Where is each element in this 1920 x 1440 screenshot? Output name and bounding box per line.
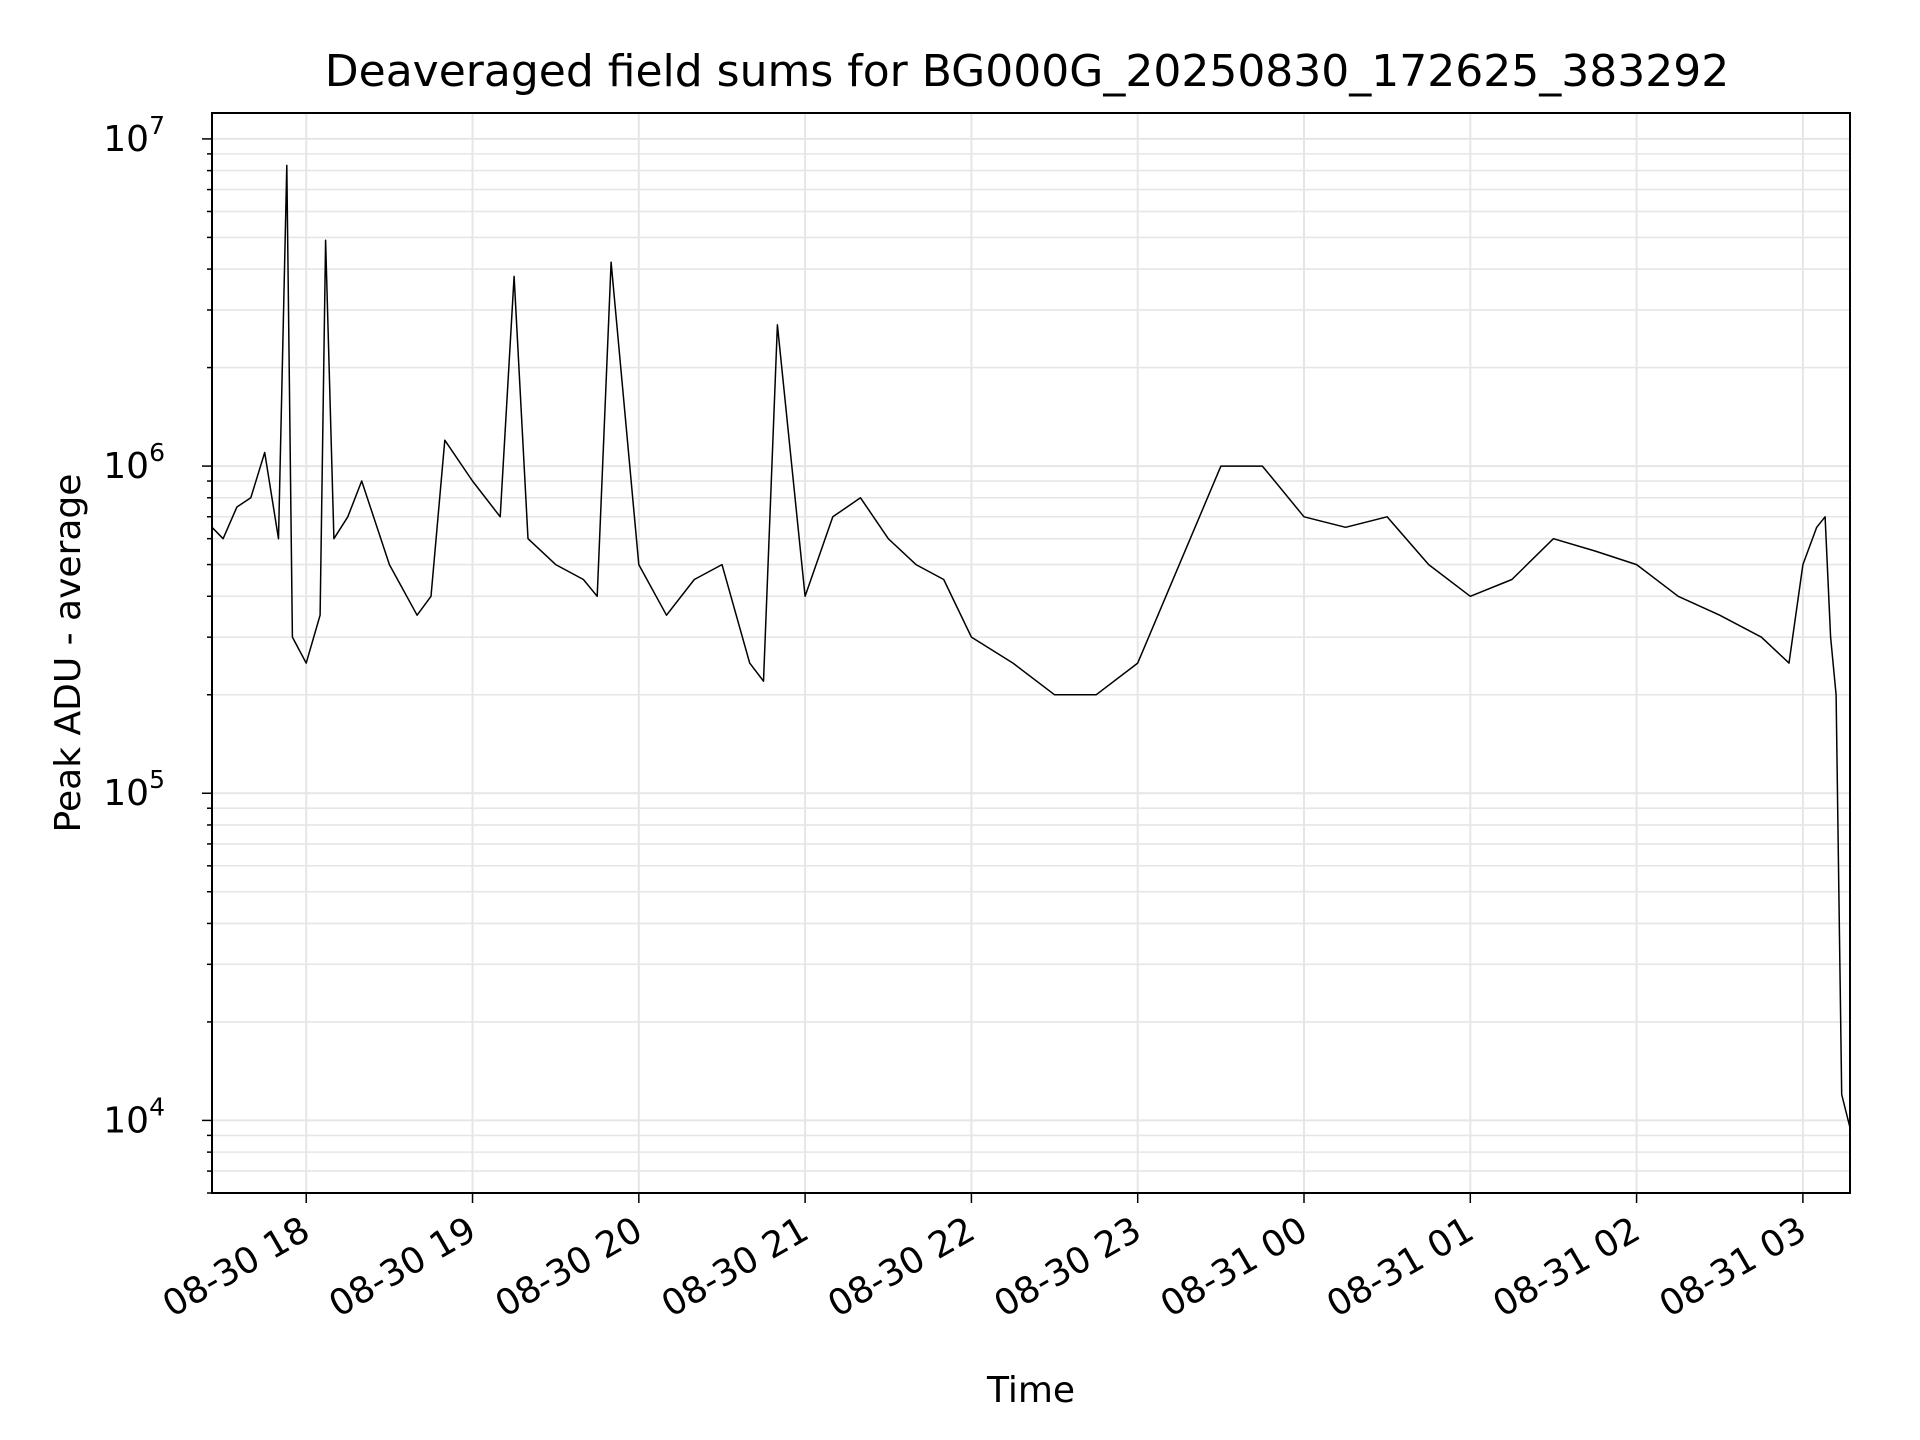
- x-tick-label: 08-31 00: [1154, 1209, 1315, 1325]
- series-layer: [211, 164, 1851, 1128]
- x-tick-label: 08-31 02: [1486, 1209, 1647, 1325]
- x-tick-label: 08-31 01: [1320, 1209, 1481, 1325]
- series-line: [211, 164, 1851, 1128]
- y-tick-label: 107: [103, 111, 165, 160]
- x-tick-label: 08-31 03: [1653, 1209, 1814, 1325]
- x-tick-label: 08-30 21: [655, 1209, 816, 1325]
- x-tick-label: 08-30 18: [156, 1209, 317, 1325]
- x-tick-label: 08-30 22: [821, 1209, 982, 1325]
- grid: [212, 113, 1850, 1194]
- x-tick-label: 08-30 23: [988, 1209, 1149, 1325]
- y-axis-ticks: 104 105 106 107: [103, 111, 212, 1194]
- x-axis-label: Time: [986, 1370, 1075, 1411]
- y-tick-label: 106: [103, 438, 165, 487]
- x-axis-ticks: 08-30 18 08-30 19 08-30 20 08-30 21 08-30 22…: [156, 1193, 1813, 1326]
- x-tick-label: 08-30 20: [489, 1209, 650, 1325]
- x-tick-label: 08-30 19: [322, 1209, 483, 1325]
- y-axis-label: Peak ADU - average: [48, 474, 89, 833]
- plot-frame: [211, 112, 1851, 1194]
- y-tick-label: 105: [103, 765, 165, 814]
- y-tick-label: 104: [103, 1092, 165, 1141]
- chart-title: Deaveraged field sums for BG000G_2025083…: [325, 46, 1729, 97]
